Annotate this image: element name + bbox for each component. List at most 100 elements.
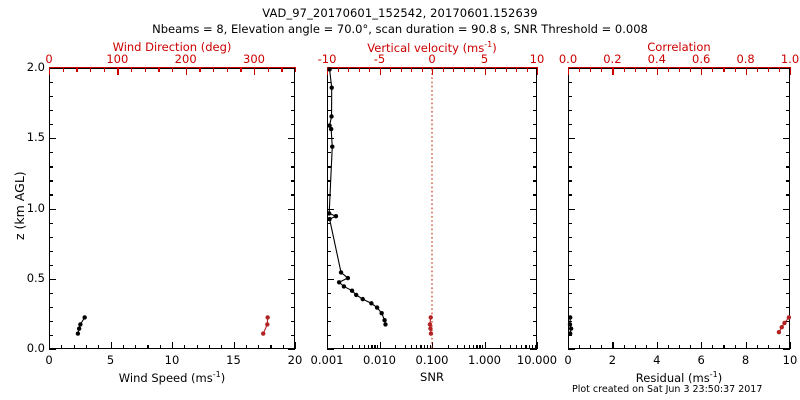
x-minor-tick [282,345,284,349]
x-minor-tick [196,345,198,349]
y-tick-left [568,236,572,238]
wind-speed-axis-label-text: Wind Speed (ms [118,370,213,385]
x-minor-tick [61,345,63,349]
y-tick-label: 2.0 [26,60,45,74]
y-tick-right [288,278,295,280]
x2-minor-tick [645,68,647,72]
x2-major-tick [745,68,747,75]
y-tick-right [786,194,790,196]
x-tick-label: 10 [164,353,180,367]
snr-series-point [382,317,387,323]
y-tick-right [291,264,295,266]
y-tick-left [568,278,575,280]
x2-major-tick [656,68,658,75]
snr-series-point [330,144,335,149]
snr-series-point [360,296,365,302]
x-minor-tick [590,345,592,349]
x2-minor-tick [690,68,692,72]
x2-minor-tick [158,68,160,72]
x-minor-tick [377,345,379,349]
x2-minor-tick [442,68,444,72]
x-minor-tick [447,345,449,349]
x-major-tick [172,342,174,349]
x2-minor-tick [634,68,636,72]
y-tick-right [533,124,537,126]
y-tick-right [783,349,790,351]
x2-tick-label: 0 [428,52,436,66]
y-tick-right [783,278,790,280]
y-tick-right [783,138,790,140]
snr-series-point [333,214,339,219]
x-major-tick [656,342,658,349]
x-minor-tick [184,345,186,349]
wind-speed-axis-exp: -1 [212,370,221,379]
x-tick-label: 10 [782,353,798,367]
x2-minor-tick [778,68,781,72]
snr-series-point [345,275,351,281]
vertical-velocity-series-point [428,326,433,331]
x2-tick-label: 0.2 [603,52,622,66]
y-tick-right [291,292,295,294]
y-tick-left [568,82,572,84]
y-tick-label: 0.5 [26,270,45,285]
x-tick-label: 10.000 [516,353,558,367]
y-tick-right [533,152,537,154]
x-minor-tick [374,345,376,349]
y-tick-left [568,208,575,210]
x2-minor-tick [463,68,465,72]
y-tick-left [568,110,572,112]
x2-minor-tick [712,68,714,72]
vertical-velocity-axis-label: Vertical velocity (ms-1) [322,40,542,55]
x-minor-tick [457,345,459,349]
y-tick-right [291,166,295,168]
y-tick-right [530,208,537,210]
y-tick-right [291,110,295,112]
panel-wind-speed [49,68,295,349]
y-major-tick [49,349,56,351]
figure-title: VAD_97_20170601_152542, 20170601.152639 [262,6,538,20]
wind-direction-axis-label: Wind Direction (deg) [112,40,232,54]
x2-major-tick [49,68,51,75]
x-tick-label: 0.001 [310,353,344,367]
x-minor-tick [411,345,413,349]
snr-series-point [327,67,332,72]
x-minor-tick [482,345,484,349]
x2-tick-label: 0.4 [647,52,666,66]
x-minor-tick [429,345,431,349]
vertical-velocity-axis-label-text: Vertical velocity (ms [367,40,485,55]
x-minor-tick [463,345,465,349]
y-tick-right [786,96,790,98]
y-minor-tick [49,222,53,224]
y-tick-left [327,208,334,210]
x2-minor-tick [213,68,215,72]
y-tick-left [327,180,331,182]
x-minor-tick [634,345,636,349]
y-minor-tick [49,96,53,98]
y-tick-right [530,349,537,351]
snr-series-point [341,284,347,289]
plot-created-footer: Plot created on Sat Jun 3 23:50:37 2017 [572,384,763,395]
vertical-velocity-series [427,315,434,336]
x2-major-tick [612,68,614,75]
x2-minor-tick [723,68,725,72]
y-tick-right [291,334,295,337]
y-minor-tick [49,292,53,294]
y-tick-right [533,166,537,168]
y-tick-right [783,68,790,70]
x2-minor-tick [623,68,625,72]
x2-minor-tick [295,68,297,72]
x-tick-label: 0.100 [415,353,449,367]
x-minor-tick [472,345,475,349]
correlation-series-point [776,329,782,335]
x2-minor-tick [495,68,497,72]
x-major-tick [612,342,614,349]
snr-series-point [329,85,334,90]
x2-minor-tick [281,68,283,72]
x-minor-tick [579,345,581,349]
x-minor-tick [479,345,481,349]
vertical-velocity-axis-tail: ) [492,40,497,55]
y-tick-left [327,349,334,351]
y-tick-left [327,222,331,224]
y-tick-right [291,236,295,238]
